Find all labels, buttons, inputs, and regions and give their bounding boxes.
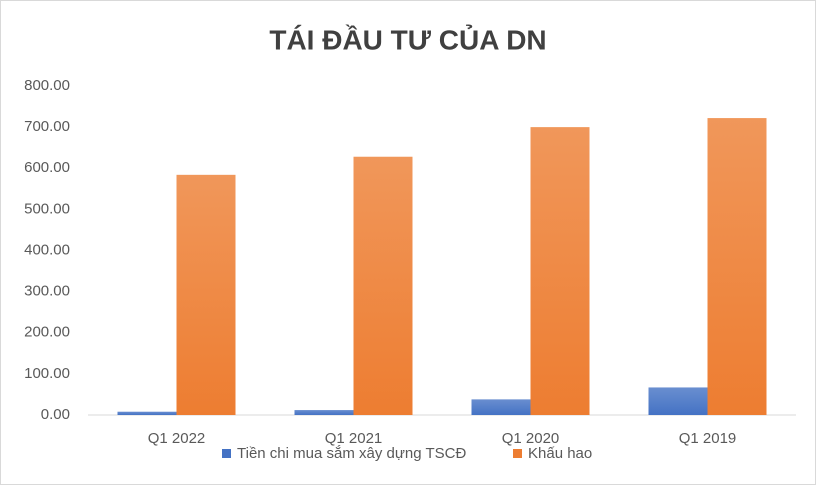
x-tick-label: Q1 2022 bbox=[148, 430, 206, 447]
bar bbox=[471, 399, 531, 415]
legend-marker bbox=[513, 449, 522, 458]
legend-label: Tiền chi mua sắm xây dựng TSCĐ bbox=[237, 445, 466, 462]
y-tick-label: 0.00 bbox=[41, 406, 70, 423]
y-tick-label: 100.00 bbox=[24, 365, 70, 382]
y-tick-label: 400.00 bbox=[24, 241, 70, 258]
bar bbox=[648, 387, 708, 415]
legend-marker bbox=[222, 449, 231, 458]
legend-label: Khấu hao bbox=[528, 445, 592, 462]
x-tick-label: Q1 2019 bbox=[679, 430, 737, 447]
bar bbox=[530, 127, 590, 415]
y-tick-label: 200.00 bbox=[24, 324, 70, 341]
x-tick-label: Q1 2021 bbox=[325, 430, 383, 447]
chart-title: TÁI ĐẦU TƯ CỦA DN bbox=[269, 23, 546, 55]
bar bbox=[707, 118, 767, 415]
bar bbox=[176, 174, 236, 415]
y-tick-label: 300.00 bbox=[24, 283, 70, 300]
x-tick-label: Q1 2020 bbox=[502, 430, 560, 447]
bar bbox=[294, 410, 354, 415]
y-tick-label: 800.00 bbox=[24, 77, 70, 94]
y-tick-label: 600.00 bbox=[24, 159, 70, 176]
bar bbox=[353, 156, 413, 416]
y-tick-label: 500.00 bbox=[24, 200, 70, 217]
bar bbox=[117, 411, 177, 415]
y-tick-label: 700.00 bbox=[24, 118, 70, 135]
